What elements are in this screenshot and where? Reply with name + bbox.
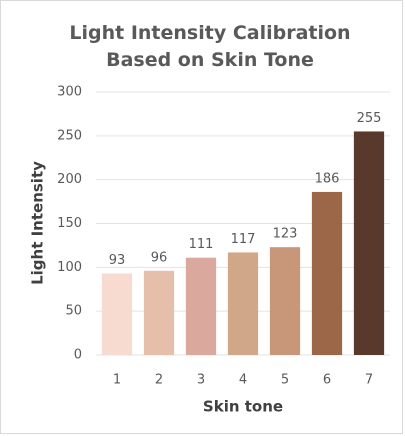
x-axis-title: Skin tone — [203, 398, 283, 416]
chart-title: Light Intensity Calibration Based on Ski… — [69, 22, 351, 71]
x-tick-label: 3 — [197, 373, 205, 388]
y-tick-label: 50 — [65, 304, 82, 319]
y-tick-label: 100 — [57, 260, 82, 275]
bar — [143, 270, 175, 355]
y-tick-label: 0 — [74, 348, 82, 363]
y-tick-label: 250 — [57, 128, 82, 143]
data-label: 123 — [273, 227, 298, 242]
y-tick-label: 200 — [57, 172, 82, 187]
bar — [311, 191, 343, 355]
x-tick-label: 6 — [323, 373, 331, 388]
data-label: 93 — [109, 253, 126, 268]
bar — [269, 247, 301, 355]
bar — [185, 257, 217, 355]
x-tick-label: 5 — [281, 373, 289, 388]
data-label: 186 — [315, 171, 340, 186]
x-tick-label: 2 — [155, 373, 163, 388]
y-axis-title: Light Intensity — [29, 161, 47, 285]
bar — [227, 252, 259, 355]
bar — [353, 131, 385, 355]
bar — [101, 273, 133, 355]
data-label: 96 — [151, 250, 168, 265]
data-label: 111 — [189, 237, 214, 252]
y-tick-label: 150 — [57, 216, 82, 231]
data-label: 255 — [357, 111, 382, 126]
x-tick-label: 7 — [365, 373, 373, 388]
x-tick-label: 1 — [113, 373, 121, 388]
x-tick-label: 4 — [239, 373, 247, 388]
data-label: 117 — [231, 232, 256, 247]
y-tick-label: 300 — [57, 85, 82, 100]
